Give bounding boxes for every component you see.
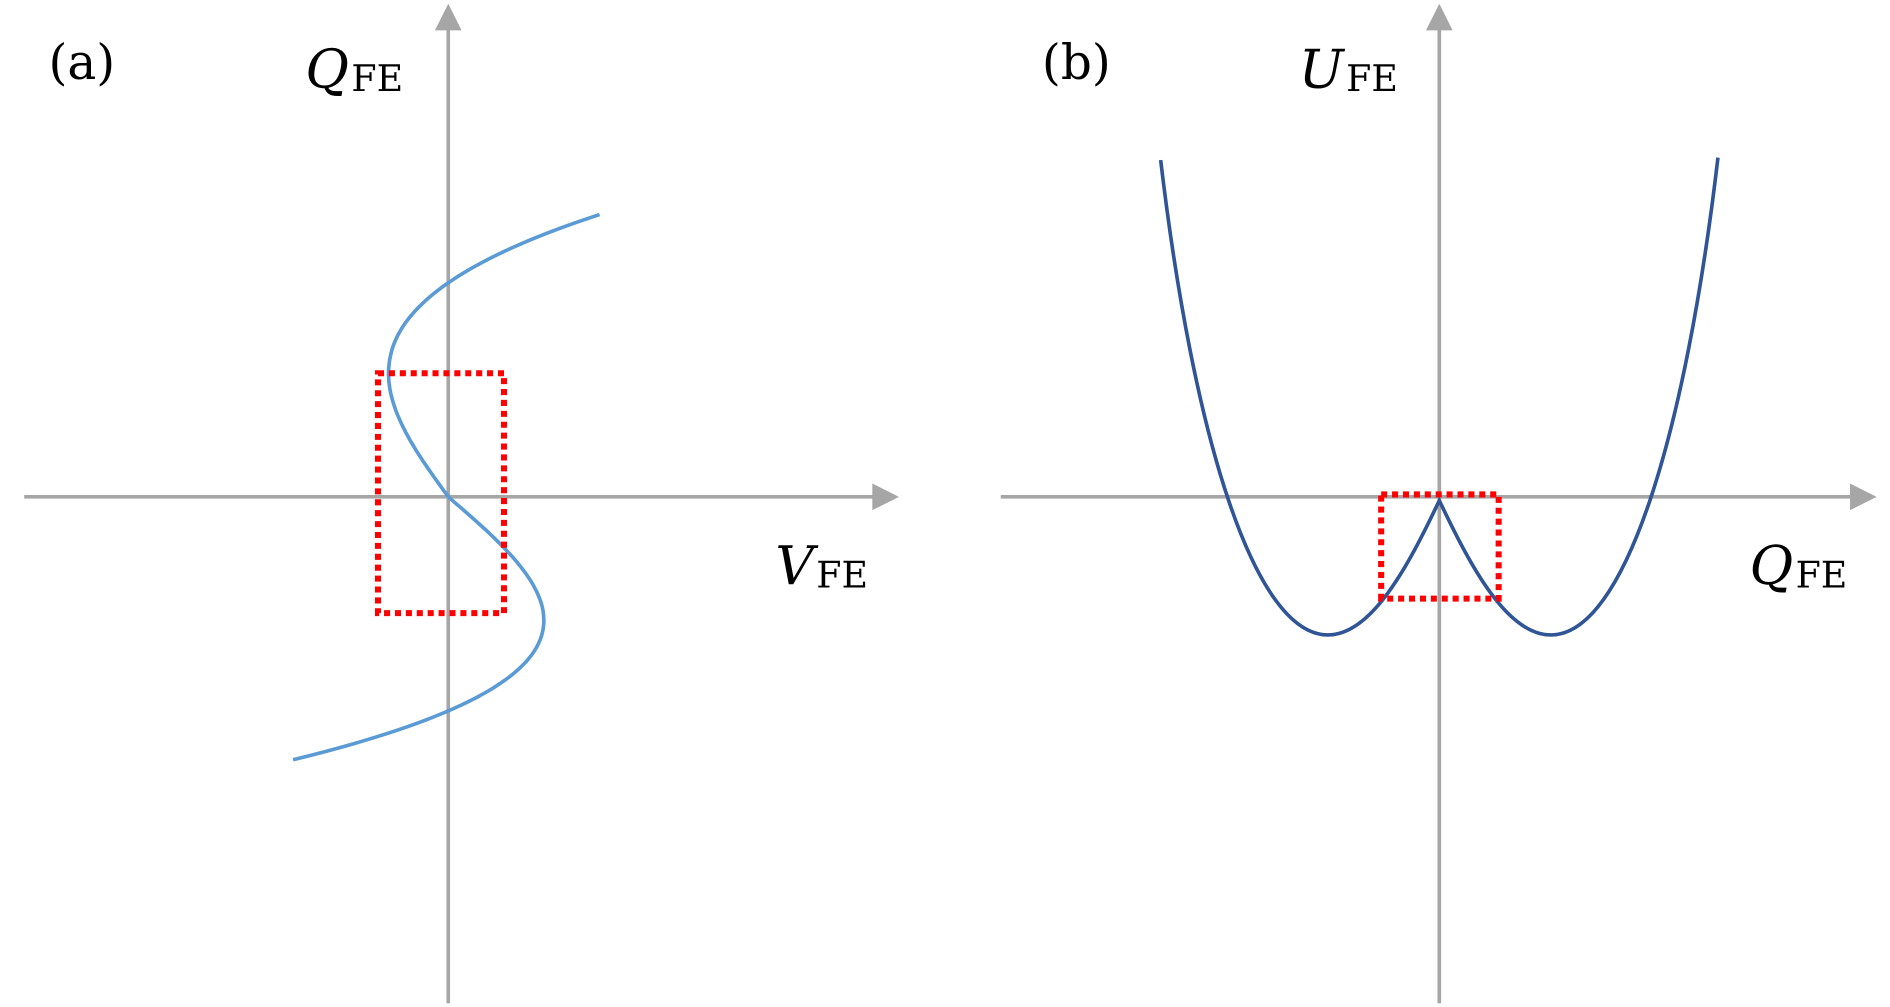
panel-label: (a) bbox=[48, 35, 115, 91]
x-arrow bbox=[1850, 483, 1877, 511]
subscript: FE bbox=[1346, 57, 1398, 100]
y-arrow bbox=[434, 3, 462, 31]
subscript: FE bbox=[816, 554, 868, 597]
curve bbox=[1158, 157, 1720, 637]
subscript: FE bbox=[351, 57, 403, 100]
y-axis-label: UFE bbox=[1299, 38, 1398, 100]
symbol: U bbox=[1299, 38, 1346, 100]
y-arrow bbox=[1425, 3, 1453, 31]
symbol: Q bbox=[1749, 535, 1793, 597]
symbol: Q bbox=[305, 38, 349, 100]
curve bbox=[292, 212, 601, 762]
panel-label: (b) bbox=[1042, 35, 1111, 91]
x-arrow bbox=[872, 483, 899, 511]
symbol: V bbox=[775, 535, 819, 597]
x-axis-label: VFE bbox=[775, 535, 868, 597]
y-axis-label: QFE bbox=[305, 38, 403, 100]
x-axis-label: QFE bbox=[1749, 535, 1847, 597]
highlight-box bbox=[374, 370, 508, 617]
subscript: FE bbox=[1796, 554, 1848, 597]
